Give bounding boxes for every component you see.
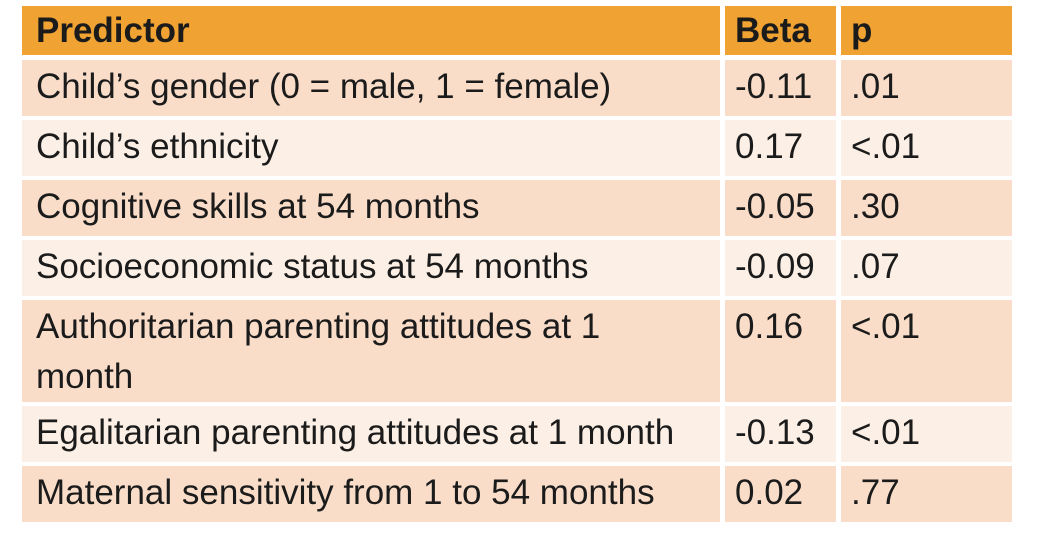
table-header-row: Predictor Beta p [22,6,1012,55]
predictor-label: Egalitarian parenting attitudes at 1 mon… [36,413,675,452]
cell-beta: -0.05 [725,180,836,236]
table-row: Egalitarian parenting attitudes at 1 mon… [22,406,1012,462]
column-header-predictor: Predictor [22,6,720,55]
predictor-label: Child’s ethnicity [36,127,279,166]
cell-predictor: Child’s ethnicity [22,120,720,176]
cell-predictor: Authoritarian parenting attitudes at 1 m… [22,300,720,402]
cell-beta: 0.17 [725,120,836,176]
column-header-p: p [841,6,1012,55]
table-row: Maternal sensitivity from 1 to 54 months… [22,466,1012,522]
cell-beta: -0.09 [725,240,836,296]
predictor-label: Authoritarian parenting attitudes at 1 m… [36,307,601,396]
predictor-label: Socioeconomic status at 54 months [36,247,589,286]
cell-beta: 0.16 [725,300,836,402]
cell-p: .01 [841,60,1012,116]
table-row: Child’s ethnicity 0.17 <.01 [22,120,1012,176]
predictor-label: Maternal sensitivity from 1 to 54 months [36,473,655,512]
cell-predictor: Cognitive skills at 54 months [22,180,720,236]
cell-beta: 0.02 [725,466,836,522]
table-row: Authoritarian parenting attitudes at 1 m… [22,300,1012,402]
cell-p: .30 [841,180,1012,236]
predictor-label: Child’s gender (0 = male, 1 = female) [36,67,612,106]
cell-predictor: Child’s gender (0 = male, 1 = female) [22,60,720,116]
cell-p: .77 [841,466,1012,522]
cell-predictor: Maternal sensitivity from 1 to 54 months [22,466,720,522]
regression-results-table: Predictor Beta p Child’s gender (0 = mal… [22,6,1012,526]
table-row: Child’s gender (0 = male, 1 = female) -0.… [22,60,1012,116]
table-body: Child’s gender (0 = male, 1 = female) -0.… [22,60,1012,522]
cell-p: <.01 [841,300,1012,402]
predictor-label: Cognitive skills at 54 months [36,187,480,226]
cell-beta: -0.13 [725,406,836,462]
cell-predictor: Egalitarian parenting attitudes at 1 mon… [22,406,720,462]
cell-predictor: Socioeconomic status at 54 months [22,240,720,296]
cell-p: <.01 [841,406,1012,462]
cell-beta: -0.11 [725,60,836,116]
cell-p: .07 [841,240,1012,296]
cell-p: <.01 [841,120,1012,176]
table-row: Cognitive skills at 54 months -0.05.30 [22,180,1012,236]
column-header-beta: Beta [725,6,836,55]
table-row: Socioeconomic status at 54 months -0.09.0… [22,240,1012,296]
